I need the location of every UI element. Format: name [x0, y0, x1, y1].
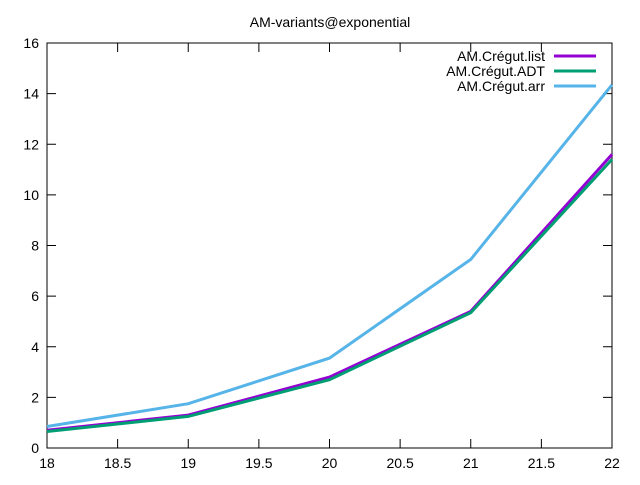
x-tick-label: 20	[322, 455, 338, 471]
y-tick-label: 0	[31, 440, 39, 456]
plot-border	[46, 42, 613, 449]
series-line-2	[46, 158, 614, 433]
chart-title: AM-variants@exponential	[250, 14, 411, 30]
y-tick-label: 4	[31, 339, 39, 355]
legend-label-1: AM.Crégut.list	[457, 48, 545, 64]
series-line-3	[46, 83, 614, 428]
x-axis: 18 18.5 19 19.5 20 20.5 21 21.5 22	[39, 43, 620, 471]
y-tick-label: 14	[23, 86, 39, 102]
x-tick-label: 19	[180, 455, 196, 471]
x-tick-label: 22	[604, 455, 620, 471]
y-tick-label: 10	[23, 187, 39, 203]
x-tick-label: 18	[39, 455, 55, 471]
x-tick-label: 20.5	[387, 455, 414, 471]
x-tick-label: 21	[463, 455, 479, 471]
x-tick-label: 18.5	[104, 455, 131, 471]
y-tick-label: 12	[23, 136, 39, 152]
y-tick-label: 8	[31, 238, 39, 254]
series-line-1	[46, 153, 614, 432]
y-tick-label: 6	[31, 288, 39, 304]
y-tick-label: 16	[23, 35, 39, 51]
plot-frame	[46, 42, 613, 449]
x-tick-label: 19.5	[245, 455, 272, 471]
x-tick-label: 21.5	[528, 455, 555, 471]
legend-label-3: AM.Crégut.arr	[457, 78, 545, 94]
y-axis: 0 2 4 6 8 10 12 14 16	[23, 35, 612, 456]
y-tick-label: 2	[31, 389, 39, 405]
series-lines	[46, 83, 614, 433]
legend-label-2: AM.Crégut.ADT	[446, 63, 545, 79]
